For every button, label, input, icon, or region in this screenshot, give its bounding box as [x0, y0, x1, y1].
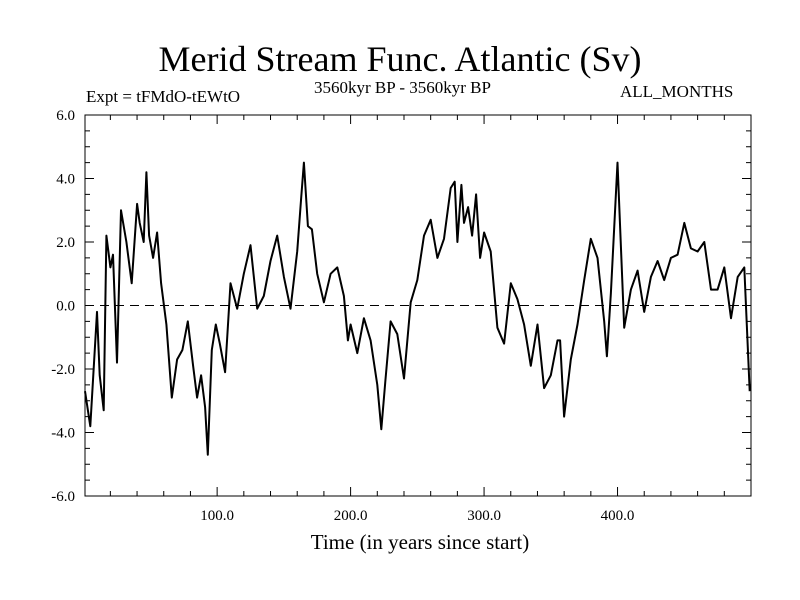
x-axis-label: Time (in years since start): [310, 530, 530, 554]
chart-subtitle: 3560kyr BP - 3560kyr BP: [314, 78, 491, 97]
y-tick-label: 0.0: [56, 299, 75, 315]
y-tick-label: -6.0: [51, 489, 75, 505]
y-tick-label: -2.0: [51, 362, 75, 378]
y-tick-label: 2.0: [56, 235, 75, 251]
experiment-label: Expt = tFMdO-tEWtO: [86, 87, 241, 106]
y-tick-label: 6.0: [56, 108, 75, 124]
plot-frame: [84, 114, 752, 497]
x-tick-label: 300.0: [467, 508, 501, 524]
y-tick-label: -4.0: [51, 426, 75, 442]
x-tick-label: 200.0: [334, 508, 368, 524]
months-label: ALL_MONTHS: [620, 82, 734, 101]
chart-title: Merid Stream Func. Atlantic (Sv): [158, 39, 642, 79]
y-tick-label: 4.0: [56, 172, 75, 188]
x-tick-label: 100.0: [200, 508, 234, 524]
series-line-0: [84, 161, 751, 456]
x-tick-label: 400.0: [601, 508, 635, 524]
